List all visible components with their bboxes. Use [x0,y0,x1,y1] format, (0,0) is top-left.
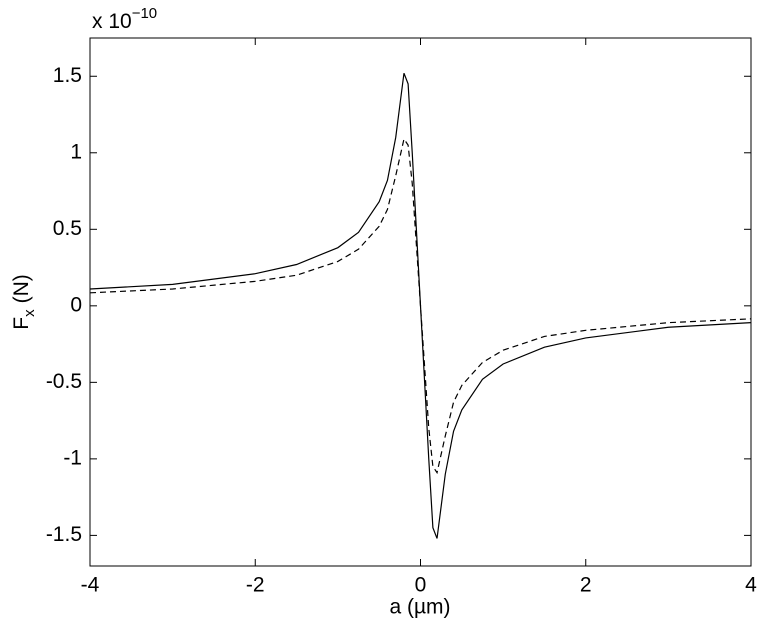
y-tick-label: 1 [70,140,82,163]
x-tick-label: -4 [81,574,100,597]
y-tick-label: 1.5 [53,64,82,87]
y-tick-label: 0 [70,293,82,316]
y-label-sub: x [21,309,38,317]
y-multiplier-base: x 10 [92,10,132,33]
x-tick-label: -2 [246,574,265,597]
x-tick-label: 2 [580,574,592,597]
x-tick-label: 4 [745,574,757,597]
y-multiplier-exponent: −10 [132,5,157,22]
y-tick-label: -0.5 [46,370,82,393]
y-tick-label: -1 [63,446,82,469]
y-tick-label: 0.5 [53,217,82,240]
x-tick-label: 0 [415,574,427,597]
y-tick-label: -1.5 [46,523,82,546]
data-line [89,137,752,475]
y-multiplier: x 10−10 [92,5,157,33]
y-label-unit: (N) [10,274,33,303]
x-axis-label: a (µm) [389,596,450,619]
y-label-main: F [10,317,33,330]
y-axis-label: Fx (N) [10,274,38,329]
